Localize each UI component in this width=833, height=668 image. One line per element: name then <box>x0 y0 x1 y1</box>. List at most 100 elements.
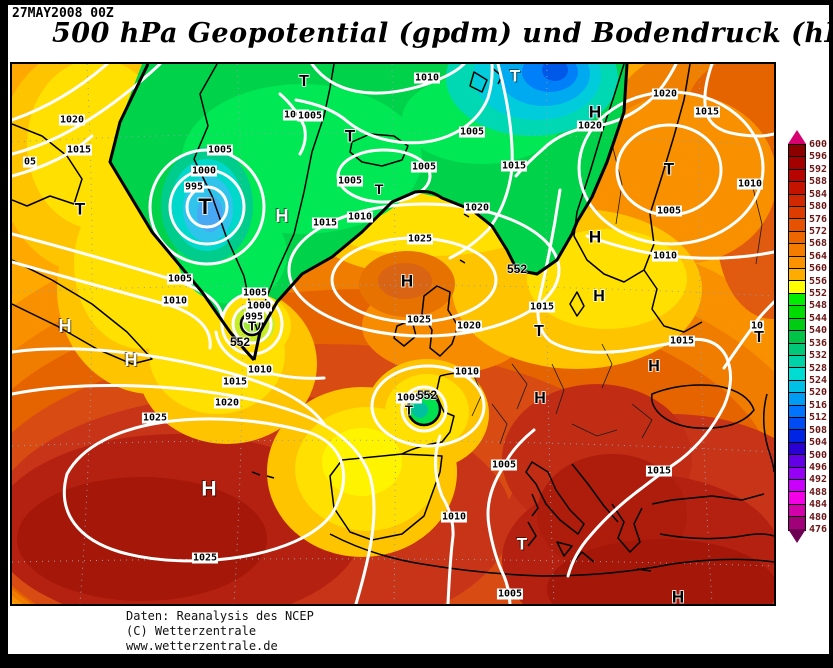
low-center-marker: T <box>405 402 413 418</box>
colorbar-value-label: 552 <box>809 288 828 300</box>
isobar-label: 1005 <box>241 287 269 299</box>
colorbar-value-label: 508 <box>809 424 828 436</box>
low-center-marker: T <box>516 534 528 554</box>
colorbar-block <box>789 306 805 319</box>
colorbar-arrow-down-icon <box>788 529 806 544</box>
page-background: 27MAY2008 00Z 500 hPa Geopotential (gpdm… <box>8 5 833 654</box>
colorbar-value-label: 496 <box>809 461 828 473</box>
colorbar-blocks <box>788 144 806 531</box>
low-center-marker: T <box>299 73 309 90</box>
colorbar-block <box>789 182 805 195</box>
isobar-label: 1025 <box>141 412 169 424</box>
isobar-label: 1015 <box>311 217 339 229</box>
colorbar-value-label: 512 <box>809 412 828 424</box>
attribution-block: Daten: Reanalysis des NCEP (C) Wetterzen… <box>126 609 314 654</box>
colorbar-block <box>789 405 805 418</box>
colorbar-value-label: 576 <box>809 213 828 225</box>
colorbar-block <box>789 430 805 443</box>
isobar-label: 1005 <box>395 392 423 404</box>
isobar-label: 1020 <box>58 114 86 126</box>
isobar-label: 1020 <box>651 88 679 100</box>
geopotential-colorbar: 600 596 592 588 584 580 576 572 568 564 560 556 552 5… <box>786 130 828 560</box>
map-label-layer: 1020101505100510009951010100010051005101… <box>12 64 774 604</box>
attribution-source: Daten: Reanalysis des NCEP <box>126 609 314 623</box>
map-frame: 1020101505100510009951010100010051005101… <box>10 62 776 606</box>
isobar-label: 1025 <box>405 314 433 326</box>
high-center-marker: H <box>671 587 685 605</box>
colorbar-arrow-up-icon <box>788 130 806 144</box>
colorbar-value-label: 492 <box>809 474 828 486</box>
high-center-marker: H <box>124 350 138 370</box>
high-center-marker: H <box>400 271 414 291</box>
colorbar-value-label: 504 <box>809 437 828 449</box>
isobar-label: 1015 <box>668 335 696 347</box>
colorbar-block <box>789 231 805 245</box>
colorbar-block <box>789 331 805 344</box>
high-center-marker: H <box>201 477 217 501</box>
geopotential-label: 552 <box>229 335 251 349</box>
isobar-label: 1010 <box>651 250 679 262</box>
colorbar-block <box>789 157 805 170</box>
isobar-label: 1015 <box>221 376 249 388</box>
high-center-marker: H <box>588 227 602 247</box>
isobar-label: 995 <box>243 311 265 323</box>
low-center-marker: T <box>74 199 86 219</box>
colorbar-value-label: 520 <box>809 387 828 399</box>
high-center-marker: H <box>593 288 605 305</box>
colorbar-value-label: 500 <box>809 449 828 461</box>
isobar-label: 1010 <box>440 511 468 523</box>
high-center-marker: H <box>648 358 660 375</box>
colorbar-block <box>789 219 805 232</box>
geopotential-label: 552 <box>416 388 438 402</box>
isobar-label: 1005 <box>166 273 194 285</box>
page-title: 500 hPa Geopotential (gpdm) und Bodendru… <box>52 18 833 49</box>
colorbar-block <box>789 442 805 456</box>
colorbar-value-label: 532 <box>809 350 828 362</box>
colorbar-block <box>789 492 805 505</box>
colorbar-value-label: 600 <box>809 139 828 150</box>
isobar-label: 1020 <box>463 202 491 214</box>
colorbar-block <box>789 355 805 369</box>
colorbar-block <box>789 281 805 294</box>
isobar-label: 1015 <box>645 465 673 477</box>
isobar-label: 1005 <box>410 161 438 173</box>
isobar-label: 1010 <box>413 72 441 84</box>
isobar-label: 1010 <box>161 295 189 307</box>
colorbar-value-label: 476 <box>809 524 828 536</box>
isobar-label: 1005 <box>206 144 234 156</box>
colorbar-value-label: 536 <box>809 337 828 349</box>
colorbar-block <box>789 368 805 381</box>
low-center-marker: T <box>248 318 256 334</box>
isobar-label: 1000 <box>190 165 218 177</box>
isobar-label: 1020 <box>213 397 241 409</box>
colorbar-value-label: 484 <box>809 499 828 511</box>
isobar-label: 1010 <box>736 178 764 190</box>
isobar-label: 1005 <box>655 205 683 217</box>
colorbar-block <box>789 194 805 208</box>
colorbar-value-label: 516 <box>809 399 828 411</box>
colorbar-value-label: 584 <box>809 188 828 200</box>
isobar-label: 1010 <box>453 366 481 378</box>
colorbar-value-label: 588 <box>809 176 828 188</box>
isobar-label: 1000 <box>282 109 310 121</box>
colorbar-block <box>789 479 805 493</box>
colorbar-value-label: 556 <box>809 275 828 287</box>
colorbar-value-label: 580 <box>809 201 828 213</box>
colorbar-block <box>789 293 805 307</box>
colorbar-block <box>789 207 805 220</box>
isobar-label: 05 <box>22 156 38 168</box>
colorbar-value-label: 524 <box>809 374 828 386</box>
low-center-marker: T <box>509 66 521 86</box>
low-center-marker: T <box>534 323 544 340</box>
isobar-label: 1015 <box>693 106 721 118</box>
isobar-label: 1015 <box>65 144 93 156</box>
colorbar-block <box>789 417 805 431</box>
colorbar-block <box>789 169 805 183</box>
isobar-label: 1000 <box>245 300 273 312</box>
high-center-marker: H <box>588 102 602 122</box>
isobar-label: 1005 <box>458 126 486 138</box>
high-center-marker: H <box>58 316 72 336</box>
colorbar-block <box>789 504 805 518</box>
colorbar-value-label: 592 <box>809 163 828 175</box>
